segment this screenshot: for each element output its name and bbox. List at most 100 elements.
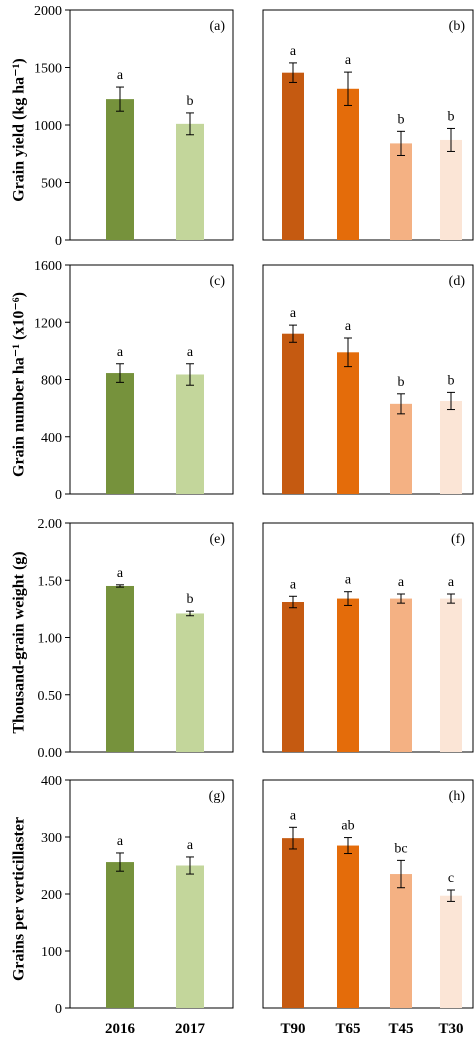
bar-t45 <box>390 143 412 240</box>
significance-letter: b <box>448 373 455 388</box>
y-tick-label: 2000 <box>34 4 62 19</box>
y-axis-title: Grain yield (kg ha⁻¹) <box>11 58 28 201</box>
bar-2016 <box>106 585 134 752</box>
panel-frame <box>262 522 474 753</box>
significance-letter: a <box>117 68 124 83</box>
panel-g: (g) 0 100 200 300 400 Grains per verticillaste… <box>11 774 234 1037</box>
x-tick-label: T65 <box>335 1021 360 1037</box>
significance-letter: a <box>290 44 297 59</box>
significance-letter: a <box>290 577 297 592</box>
bar-t45 <box>390 598 412 752</box>
panel-h: (h) a ab bc c T90 T65 T45 T30 <box>262 779 474 1037</box>
bar-t30 <box>440 400 462 494</box>
y-tick-label: 100 <box>41 945 62 960</box>
panel-f: (f) a a a a <box>262 522 474 753</box>
x-tick-label: 2016 <box>105 1021 136 1037</box>
bar-2017 <box>176 123 204 240</box>
y-tick-label: 0 <box>55 488 62 503</box>
panel-label: (g) <box>209 789 226 804</box>
y-tick-label: 0 <box>55 1002 62 1017</box>
panel-label: (e) <box>209 532 225 547</box>
significance-letter: a <box>187 345 194 360</box>
y-tick-label: 400 <box>41 774 62 789</box>
y-tick-label: 800 <box>41 374 62 389</box>
y-axis-title: Thousand-grain weight (g) <box>11 551 28 733</box>
bar-t45 <box>390 874 412 1008</box>
bar-t90 <box>282 72 304 240</box>
significance-letter: a <box>345 573 352 588</box>
x-tick-label: T90 <box>280 1021 305 1037</box>
bar-t30 <box>440 895 462 1008</box>
y-tick-label: 0.00 <box>38 746 63 761</box>
y-tick-label: 2.00 <box>38 517 63 532</box>
y-axis-title: Grains per verticillaster <box>11 817 28 981</box>
significance-letter: bc <box>394 841 407 856</box>
significance-letter: ab <box>341 819 354 834</box>
significance-letter: a <box>290 808 297 823</box>
bar-2017 <box>176 865 204 1008</box>
panel-d: (d) a a b b <box>262 264 474 495</box>
panel-frame <box>69 779 234 1009</box>
panel-label: (d) <box>449 274 466 289</box>
significance-letter: a <box>398 575 405 590</box>
bar-2016 <box>106 99 134 240</box>
y-tick-label: 1500 <box>34 62 62 77</box>
panel-frame <box>69 522 234 753</box>
panel-label: (a) <box>209 19 225 34</box>
panel-label: (c) <box>209 274 225 289</box>
y-tick-label: 1.00 <box>38 632 63 647</box>
significance-letter: a <box>187 838 194 853</box>
y-tick-label: 1600 <box>34 259 62 274</box>
panel-frame <box>69 9 234 241</box>
bar-t90 <box>282 602 304 752</box>
y-tick-label: 1200 <box>34 316 62 331</box>
panel-a: (a) 0 500 1000 1500 2000 Grain yield (kg ha⁻¹)… <box>11 4 234 249</box>
bar-2017 <box>176 613 204 752</box>
significance-letter: a <box>290 306 297 321</box>
bar-t65 <box>337 598 359 752</box>
significance-letter: b <box>187 94 194 109</box>
panel-label: (h) <box>449 789 466 804</box>
significance-letter: a <box>448 575 455 590</box>
panel-label: (f) <box>451 532 465 547</box>
y-tick-label: 0 <box>55 234 62 249</box>
bar-t30 <box>440 598 462 752</box>
bar-2017 <box>176 374 204 494</box>
panel-frame <box>69 264 234 495</box>
bar-t90 <box>282 333 304 494</box>
significance-letter: a <box>345 53 352 68</box>
x-tick-label: 2017 <box>175 1021 206 1037</box>
panel-c: (c) 0 400 800 1200 1600 Grain number ha⁻¹ (x10… <box>11 259 234 503</box>
panel-frame <box>262 264 474 495</box>
panel-frame <box>262 779 474 1009</box>
x-tick-label: T30 <box>438 1021 463 1037</box>
significance-letter: b <box>187 592 194 607</box>
y-tick-label: 400 <box>41 431 62 446</box>
panel-frame <box>262 9 474 241</box>
y-tick-label: 1.50 <box>38 574 63 589</box>
significance-letter: b <box>448 109 455 124</box>
bar-2016 <box>106 373 134 494</box>
bar-t45 <box>390 403 412 494</box>
panel-label: (b) <box>449 19 466 34</box>
y-tick-label: 0.50 <box>38 689 63 704</box>
y-tick-label: 500 <box>41 177 62 192</box>
significance-letter: a <box>117 834 124 849</box>
x-tick-label: T45 <box>388 1021 413 1037</box>
y-tick-label: 1000 <box>34 119 62 134</box>
significance-letter: a <box>117 345 124 360</box>
bar-t30 <box>440 139 462 240</box>
panel-b: (b) a a b b <box>262 9 474 241</box>
bar-2016 <box>106 862 134 1008</box>
significance-letter: b <box>398 375 405 390</box>
bar-t65 <box>337 88 359 241</box>
significance-letter: a <box>117 566 124 581</box>
significance-letter: b <box>398 112 405 127</box>
bar-t65 <box>337 352 359 494</box>
panel-e: (e) 0.00 0.50 1.00 1.50 2.00 Thousand-grain we… <box>11 517 234 761</box>
significance-letter: c <box>448 871 454 886</box>
significance-letter: a <box>345 319 352 334</box>
bar-t90 <box>282 838 304 1008</box>
bar-t65 <box>337 845 359 1008</box>
